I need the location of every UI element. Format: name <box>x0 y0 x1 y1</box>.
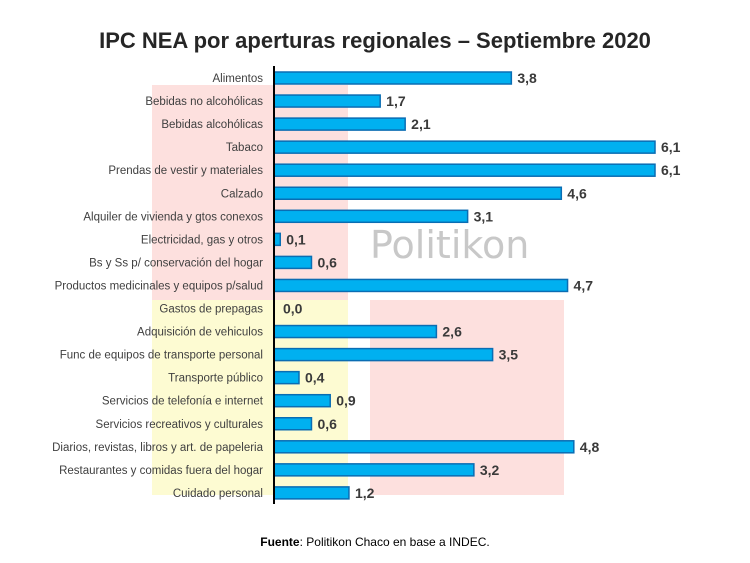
watermark-logo: Politikon <box>370 223 529 267</box>
data-label: 2,1 <box>411 116 431 132</box>
data-label: 1,2 <box>355 485 375 501</box>
bar <box>273 255 313 270</box>
category-label: Transporte público <box>168 373 263 385</box>
category-label: Electricidad, gas y otros <box>141 234 263 246</box>
data-label: 0,6 <box>317 416 337 432</box>
data-label: 3,8 <box>517 70 537 86</box>
bar <box>273 417 313 431</box>
data-label: 1,7 <box>386 93 406 109</box>
category-label: Gastos de prepagas <box>159 304 263 316</box>
bar <box>273 370 300 385</box>
category-label: Bebidas no alcohólicas <box>145 96 263 108</box>
data-label: 0,1 <box>286 231 306 247</box>
category-label: Productos medicinales y equipos p/salud <box>55 280 263 292</box>
category-label: Restaurantes y comidas fuera del hogar <box>59 465 263 477</box>
bar <box>273 486 350 500</box>
data-label: 0,4 <box>305 370 325 386</box>
data-label: 3,2 <box>480 462 500 478</box>
source-label: Fuente <box>260 535 300 549</box>
data-label: 4,7 <box>574 277 594 293</box>
bar <box>273 278 569 293</box>
bar <box>273 209 469 224</box>
category-label: Bebidas alcohólicas <box>161 119 263 131</box>
data-label: 6,1 <box>661 162 681 178</box>
category-label: Bs y Ss p/ conservación del hogar <box>89 257 263 269</box>
bar <box>273 393 331 408</box>
chart-title: IPC NEA por aperturas regionales – Septi… <box>99 28 651 53</box>
source-text: : Politikon Chaco en base a INDEC. <box>299 535 490 549</box>
category-label: Diarios, revistas, libros y art. de pape… <box>52 442 264 454</box>
bar <box>273 440 575 454</box>
source-note: Fuente: Politikon Chaco en base a INDEC. <box>0 535 750 549</box>
bar <box>273 117 406 131</box>
category-label: Servicios de telefonía e internet <box>102 396 264 408</box>
category-label: Cuidado personal <box>173 488 263 500</box>
bar <box>273 463 475 477</box>
data-label: 2,6 <box>442 324 462 340</box>
data-label: 3,5 <box>499 347 519 363</box>
category-label: Func de equipos de transporte personal <box>60 350 263 362</box>
data-label: 4,8 <box>580 439 600 455</box>
data-label: 4,6 <box>567 185 587 201</box>
category-label: Adquisición de vehiculos <box>137 327 263 339</box>
data-label: 0,6 <box>317 254 337 270</box>
data-label: 0,0 <box>283 301 303 317</box>
bar <box>273 140 656 154</box>
bar <box>273 324 438 339</box>
category-label: Calzado <box>221 188 263 200</box>
bar <box>273 163 656 177</box>
category-label: Prendas de vestir y materiales <box>108 165 263 177</box>
data-label: 3,1 <box>474 208 494 224</box>
bar <box>273 71 513 85</box>
category-label: Tabaco <box>226 142 263 154</box>
data-label: 6,1 <box>661 139 681 155</box>
category-label: Alquiler de vivienda y gtos conexos <box>83 211 263 223</box>
category-label: Alimentos <box>213 73 264 85</box>
bar <box>273 94 381 108</box>
bar <box>273 186 563 200</box>
category-label: Servicios recreativos y culturales <box>96 419 264 431</box>
bar <box>273 347 494 362</box>
data-label: 0,9 <box>336 393 356 409</box>
